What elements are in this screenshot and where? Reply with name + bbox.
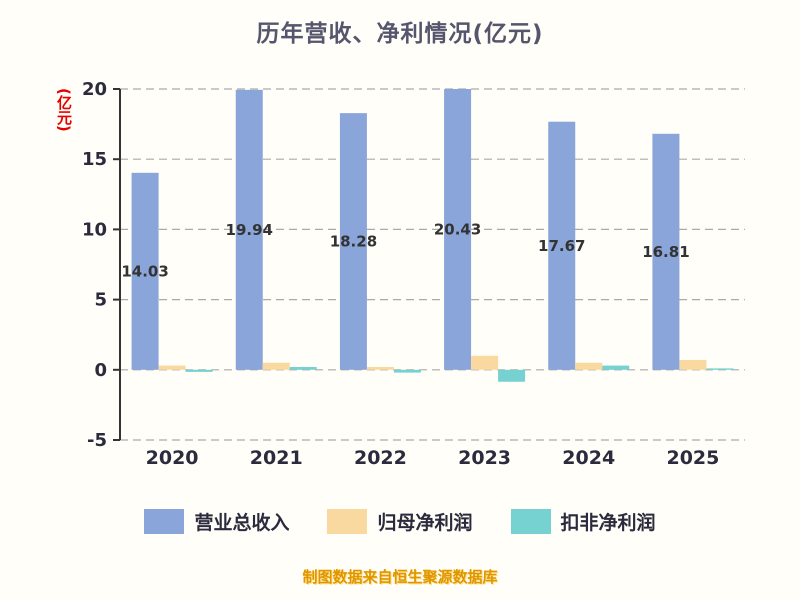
bar [262, 362, 290, 370]
bar [131, 172, 159, 370]
y-tick-label: 15 [82, 149, 107, 170]
x-tick-label: 2021 [250, 447, 303, 469]
bar-value-label: 20.43 [434, 220, 481, 238]
bar [393, 369, 421, 373]
legend-item: 归母净利润 [327, 508, 473, 535]
legend-label: 归母净利润 [377, 512, 473, 534]
x-tick-label: 2022 [354, 447, 407, 469]
bar [498, 369, 526, 382]
bar [575, 362, 603, 370]
bar [706, 368, 734, 370]
bar [185, 369, 213, 372]
bar [652, 133, 680, 370]
data-source-note: 制图数据来自恒生聚源数据库 [302, 568, 498, 586]
chart-title: 历年营收、净利情况(亿元) [256, 21, 544, 47]
bar [289, 366, 317, 370]
x-tick-label: 2023 [458, 447, 511, 469]
legend-label: 营业总收入 [194, 512, 290, 534]
y-axis-label: (亿元) [55, 88, 73, 132]
bar [602, 365, 630, 370]
legend-swatch [327, 509, 368, 534]
bar [548, 121, 576, 370]
bar-value-label: 16.81 [642, 243, 689, 261]
bar [471, 355, 499, 370]
bar-value-label: 17.67 [538, 237, 585, 255]
legend-swatch [144, 509, 185, 534]
bar-value-label: 18.28 [330, 232, 377, 250]
plot-area: -5 0 5 10 15 20 14.03 2020 19.94 2021 18.28 2022 20.… [82, 79, 745, 469]
legend-item: 营业总收入 [144, 508, 289, 535]
bar [158, 365, 186, 370]
bar [339, 113, 367, 370]
legend-label: 扣非净利润 [560, 512, 656, 534]
y-tick-label: 5 [94, 290, 107, 311]
x-tick-label: 2020 [146, 447, 199, 469]
y-tick-label: 20 [82, 79, 107, 100]
y-tick-label: -5 [87, 430, 107, 451]
legend-item: 扣非净利润 [510, 508, 656, 535]
bar [235, 89, 263, 370]
bar [366, 366, 394, 370]
bar [679, 359, 707, 370]
x-tick-label: 2024 [562, 447, 615, 469]
y-tick-label: 10 [82, 219, 107, 240]
bar-value-label: 14.03 [121, 262, 168, 280]
bar [444, 89, 472, 370]
bar-value-label: 19.94 [226, 221, 273, 239]
legend-swatch [510, 509, 551, 534]
x-tick-label: 2025 [666, 447, 719, 469]
legend: 营业总收入 归母净利润 扣非净利润 [0, 508, 800, 535]
y-tick-label: 0 [94, 360, 107, 381]
